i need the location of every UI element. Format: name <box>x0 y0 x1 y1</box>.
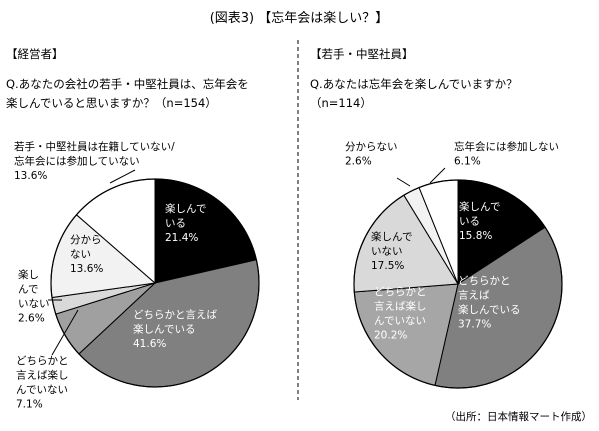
slice-value-label: 6.1% <box>454 156 481 168</box>
leader-line <box>109 169 136 184</box>
slice-category-label: 忘年会には参加していない <box>14 155 140 168</box>
slice-value-label: 20.2% <box>374 330 407 342</box>
right-panel: 【若手・中堅社員】 Q.あなたは忘年会を楽しんでいますか？ （n=114） 楽し… <box>310 47 563 389</box>
slice-value-label: 21.4% <box>165 232 198 244</box>
slice-category-label: 忘年会には参加しない <box>454 140 559 153</box>
slice-label: 楽しんでいる 21.4% <box>165 202 206 244</box>
pie-outline <box>353 179 563 389</box>
slice-category-label: 楽しんでいる <box>133 323 195 336</box>
slice-value-label: 37.7% <box>458 319 491 331</box>
slice-category-label: 言えば楽し <box>374 300 427 313</box>
panel-question-line: Q.あなたは忘年会を楽しんでいますか？ <box>310 77 518 91</box>
slice-category-label: 分からない <box>345 141 398 153</box>
slice-category-label: いる <box>165 218 186 230</box>
slice-label: 分からない 2.6% <box>345 141 398 168</box>
figure-title: (図表3) 【忘年会は楽しい？】 <box>210 10 389 26</box>
slice-category-label: 言えば <box>458 289 490 302</box>
panel-question-line: 楽しんでいると思いますか？（n=154） <box>6 96 217 110</box>
leader-line <box>51 309 79 356</box>
slice-value-label: 17.5% <box>371 260 404 272</box>
pie-outline <box>50 178 260 388</box>
slice-value-label: 7.1% <box>16 399 43 411</box>
panel-question-line: Q.あなたの会社の若手・中堅社員は、忘年会を <box>6 77 249 91</box>
panel-group-label: 【若手・中堅社員】 <box>310 47 414 61</box>
slice-category-label: 楽しんで <box>459 200 500 213</box>
slice-value-label: 15.8% <box>459 230 492 242</box>
panel-group-label: 【経営者】 <box>6 47 64 61</box>
slice-category-label: 分から <box>70 234 102 246</box>
slice-category-label: いる <box>459 216 480 228</box>
slice-category-label: 楽しんでいる <box>458 303 520 316</box>
slice-label: 分からない 13.6% <box>70 234 103 275</box>
slice-value-label: 13.6% <box>70 263 103 275</box>
slice-category-label: どちらかと <box>374 286 427 298</box>
slice-category-label: 楽しんで <box>165 202 206 215</box>
slice-category-label: どちらかと <box>16 355 69 367</box>
slice-label: 楽しんでいる 15.8% <box>459 200 500 242</box>
pie-chart-managers: 楽しんでいる21.4%どちらかと言えば楽しんでいる41.6%どちらかと言えば楽し… <box>14 140 260 411</box>
slice-category-label: どちらかと言えば <box>133 308 217 321</box>
slice-category-label: 言えば楽し <box>16 369 69 382</box>
leader-line <box>429 167 446 184</box>
slice-category-label: んでいない <box>16 384 68 396</box>
slice-value-label: 13.6% <box>14 170 47 182</box>
panel-question-line: （n=114） <box>310 96 372 110</box>
leader-line <box>396 177 411 187</box>
slice-category-label: んでいない <box>374 315 426 327</box>
slice-category-label: いない <box>371 246 403 258</box>
slice-category-label: 楽しんで <box>371 230 412 243</box>
slice-value-label: 2.6% <box>345 156 372 168</box>
slice-category-label: どちらかと <box>458 275 511 287</box>
pie-chart-young-employees: 楽しんでいる15.8%どちらかと言えば楽しんでいる37.7%どちらかと言えば楽し… <box>345 140 563 389</box>
slice-category-label: 楽し <box>18 268 39 281</box>
slice-label: 若手・中堅社員は在籍していない/忘年会には参加していない 13.6% <box>14 140 175 182</box>
slice-category-label: ない <box>70 249 91 261</box>
slice-category-label: んで <box>18 284 38 296</box>
slice-value-label: 41.6% <box>133 338 166 350</box>
left-panel: 【経営者】 Q.あなたの会社の若手・中堅社員は、忘年会を 楽しんでいると思います… <box>6 47 260 411</box>
slice-value-label: 2.6% <box>18 313 45 325</box>
slice-category-label: 若手・中堅社員は在籍していない/ <box>14 140 175 153</box>
slice-label: 忘年会には参加しない 6.1% <box>454 140 559 168</box>
source-note: （出所：日本情報マート作成） <box>445 410 592 423</box>
slice-category-label: いない <box>18 298 50 310</box>
